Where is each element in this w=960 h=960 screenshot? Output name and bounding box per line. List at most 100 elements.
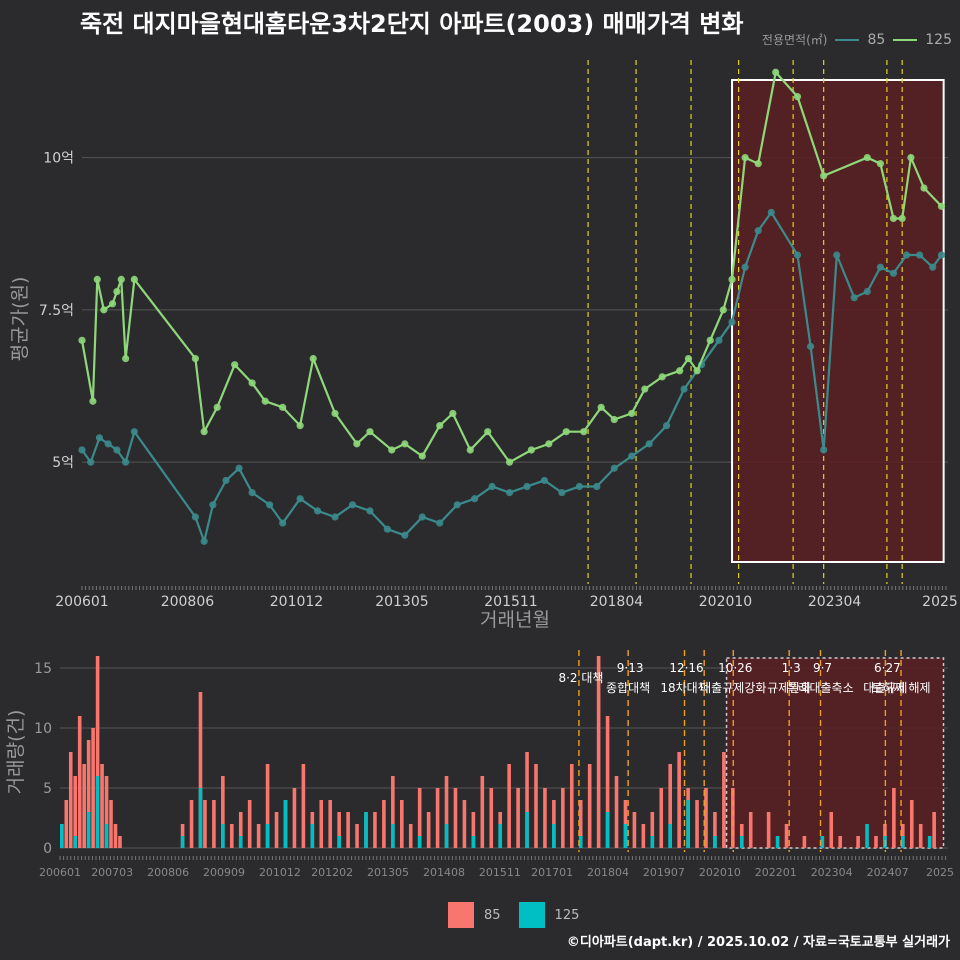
data-point-85 — [122, 458, 130, 466]
data-point-125 — [436, 422, 444, 430]
data-point-85 — [383, 525, 391, 533]
x-tick-label: 2025 — [922, 594, 958, 610]
bar-85 — [73, 776, 78, 848]
bar-x-tick-label: 200601 — [39, 866, 81, 879]
bar-85 — [426, 812, 431, 848]
bar-85 — [471, 812, 476, 848]
bar-85 — [695, 800, 699, 848]
data-point-125 — [191, 354, 200, 363]
data-point-125 — [466, 446, 474, 454]
data-point-125 — [676, 367, 684, 375]
bar-85 — [659, 788, 664, 848]
bar-x-tick-label: 200909 — [203, 866, 245, 879]
bar-125 — [73, 836, 78, 848]
data-point-85 — [728, 318, 736, 326]
data-point-125 — [820, 172, 828, 180]
bar-y-tick-label: 15 — [34, 661, 52, 677]
x-tick-label: 201804 — [590, 594, 644, 610]
data-point-125 — [113, 287, 121, 296]
data-point-85 — [929, 263, 937, 271]
bar-125 — [283, 800, 288, 848]
data-point-125 — [641, 385, 649, 393]
legend-bar-85-swatch — [448, 902, 474, 928]
bar-x-tick-label: 202201 — [755, 866, 797, 879]
data-point-125 — [100, 306, 108, 314]
data-point-125 — [418, 452, 426, 460]
data-point-125 — [889, 214, 898, 223]
legend-bar-125-swatch — [518, 902, 545, 928]
data-point-85 — [279, 519, 287, 527]
data-point-125 — [401, 440, 409, 448]
event-sublabel: 특례대출축소 — [787, 681, 853, 695]
bar-125 — [650, 836, 655, 848]
bar-85 — [221, 776, 225, 848]
bar-125 — [238, 836, 243, 848]
bar-y-tick-label: 0 — [43, 841, 52, 857]
data-point-85 — [453, 501, 461, 509]
bar-85 — [118, 836, 122, 848]
data-point-125 — [296, 422, 304, 430]
bar-85 — [292, 788, 297, 848]
bar-85 — [337, 812, 341, 848]
bar-85 — [95, 656, 100, 848]
bar-85 — [64, 800, 69, 848]
data-point-125 — [130, 275, 138, 284]
data-point-85 — [95, 434, 104, 442]
bar-85 — [256, 824, 261, 848]
data-point-125 — [527, 446, 535, 454]
bar-y-tick-label: 10 — [34, 721, 52, 737]
legend-top: 전용면적(㎡) 85 125 — [762, 31, 952, 48]
bar-85 — [203, 800, 207, 848]
bar-85 — [480, 776, 485, 848]
bar-85 — [104, 776, 109, 848]
data-point-125 — [108, 300, 117, 308]
bar-85 — [534, 764, 538, 848]
data-point-85 — [937, 251, 946, 259]
data-point-125 — [505, 458, 514, 466]
bar-85 — [82, 764, 86, 848]
data-point-125 — [353, 440, 361, 448]
data-point-85 — [418, 513, 426, 521]
bar-85 — [319, 800, 324, 848]
bar-85 — [229, 824, 234, 848]
bar-125 — [525, 812, 529, 848]
data-point-85 — [540, 476, 549, 485]
data-point-125 — [772, 68, 780, 76]
bar-x-tick-label: 201305 — [367, 866, 409, 879]
data-point-85 — [87, 458, 95, 466]
data-point-125 — [279, 403, 287, 411]
data-point-85 — [889, 269, 898, 277]
bar-x-tick-label: 201202 — [311, 866, 353, 879]
data-point-85 — [209, 501, 217, 509]
event-sublabel: 토허제 해제 — [872, 681, 931, 695]
bar-125 — [104, 824, 109, 848]
data-point-85 — [863, 287, 871, 296]
data-point-85 — [628, 452, 636, 460]
bar-125 — [623, 824, 628, 848]
data-point-125 — [793, 93, 802, 101]
bar-85 — [113, 824, 118, 848]
bar-x-tick-label: 200703 — [91, 866, 133, 879]
data-point-125 — [907, 153, 915, 162]
bar-125 — [198, 788, 203, 848]
data-point-85 — [793, 251, 802, 259]
bar-85 — [748, 812, 753, 848]
bar-85 — [802, 836, 807, 848]
bar-85 — [382, 800, 386, 848]
x-tick-label: 201511 — [484, 594, 537, 610]
x-axis-title: 거래년월 — [480, 609, 550, 631]
bar-85 — [874, 836, 878, 848]
y-tick-label: 7.5억 — [39, 303, 74, 319]
bar-85 — [614, 776, 619, 848]
data-point-125 — [122, 354, 130, 363]
bar-125 — [221, 824, 225, 848]
bar-85 — [596, 656, 601, 848]
bar-85 — [561, 788, 565, 848]
y-axis-title: 평균가(원) — [9, 277, 31, 362]
bar-85 — [189, 800, 194, 848]
legend-85-label: 85 — [867, 31, 886, 48]
data-point-85 — [313, 507, 322, 515]
data-point-85 — [191, 513, 200, 521]
bar-85 — [86, 740, 91, 848]
event-label: 9·13 — [617, 661, 644, 675]
